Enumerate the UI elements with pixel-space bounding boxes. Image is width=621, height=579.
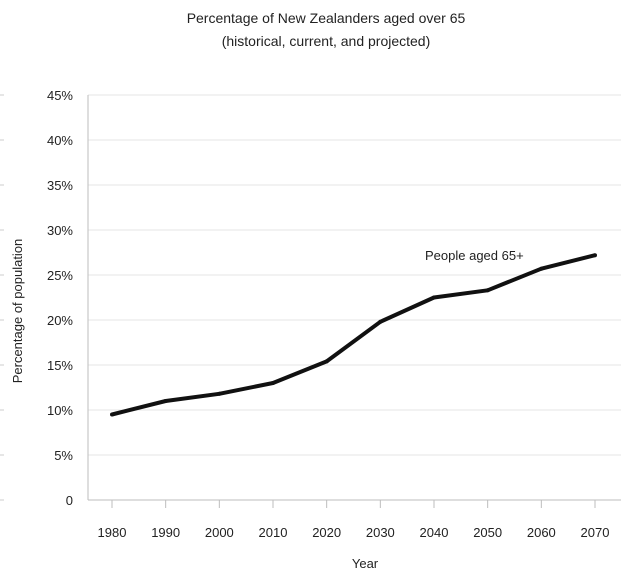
x-axis-ticks: 1980 1990 2000 2010 2020 2030 2040 2050 2060 2070: [98, 500, 610, 540]
x-tick-label: 1980: [98, 525, 127, 540]
y-tick-label: 40%: [47, 133, 73, 148]
series-line-people-aged-65-plus: [111, 253, 596, 417]
x-axis-label: Year: [352, 556, 379, 571]
data-point: [271, 381, 275, 385]
y-tick-label: 10%: [47, 403, 73, 418]
x-tick-label: 2050: [473, 525, 502, 540]
data-point: [593, 253, 597, 258]
y-tick-label: 30%: [47, 223, 73, 238]
y-tick-label: 25%: [47, 268, 73, 283]
y-axis-ticks: 0 5% 10% 15% 20% 25% 30% 35% 40% 45%: [0, 88, 73, 508]
data-point: [324, 359, 329, 364]
series-group: [110, 253, 597, 417]
y-tick-label: 35%: [47, 178, 73, 193]
chart-title-line-2: (historical, current, and projected): [222, 33, 431, 49]
chart-title-line-1: Percentage of New Zealanders aged over 6…: [187, 10, 466, 26]
x-tick-label: 2000: [205, 525, 234, 540]
x-tick-label: 2010: [259, 525, 288, 540]
x-tick-label: 2060: [527, 525, 556, 540]
data-point: [432, 295, 436, 300]
series-annotation: People aged 65+: [425, 248, 524, 263]
y-tick-label: 0: [66, 493, 73, 508]
y-tick-label: 5%: [54, 448, 73, 463]
gridlines: [88, 94, 621, 456]
data-point: [485, 288, 490, 293]
y-tick-label: 45%: [47, 88, 73, 103]
y-axis-label: Percentage of population: [10, 239, 25, 384]
x-tick-label: 2040: [420, 525, 449, 540]
data-point: [110, 412, 114, 417]
x-tick-label: 2070: [581, 525, 610, 540]
data-point: [217, 391, 222, 396]
data-point: [163, 399, 168, 403]
data-point: [378, 319, 383, 324]
y-tick-label: 20%: [47, 313, 73, 328]
x-tick-label: 2030: [366, 525, 395, 540]
x-tick-label: 2020: [312, 525, 341, 540]
x-tick-label: 1990: [151, 525, 180, 540]
y-tick-label: 15%: [47, 358, 73, 373]
data-point: [539, 266, 544, 271]
